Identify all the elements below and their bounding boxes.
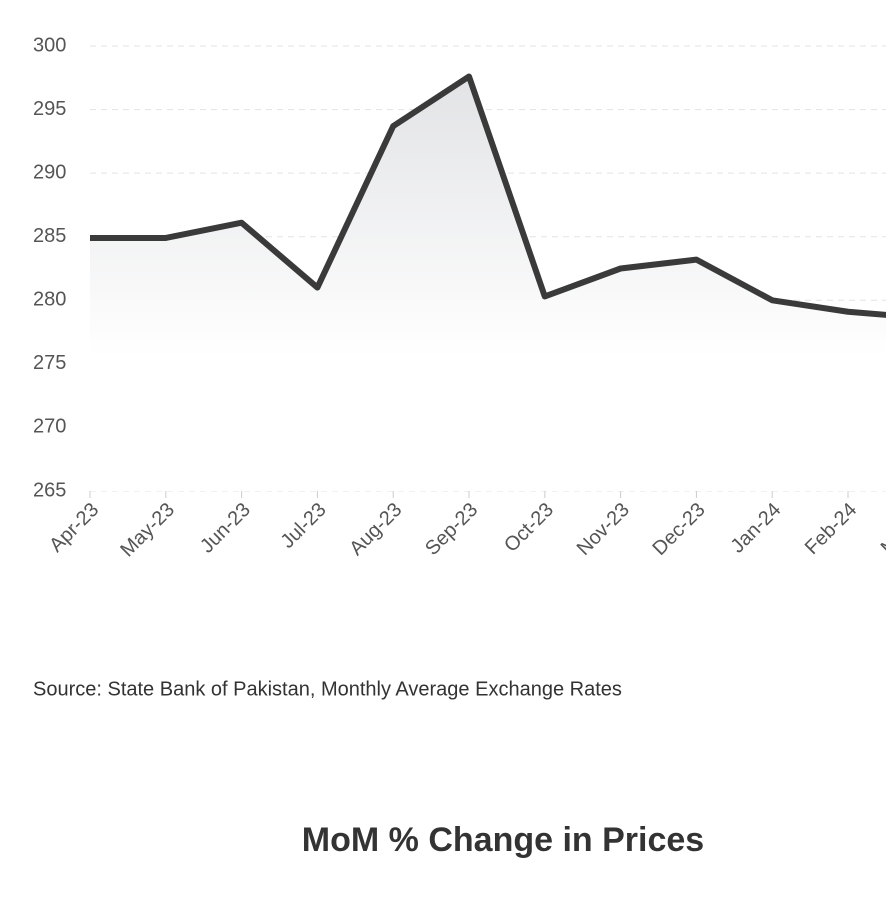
- y-tick-label: 275: [33, 352, 66, 374]
- x-tick-label: Mar-24: [877, 499, 886, 559]
- x-tick-label: Sep-23: [421, 499, 482, 560]
- x-tick-label: Feb-24: [801, 499, 861, 559]
- x-tick-label: Jun-23: [196, 499, 255, 558]
- section-title: MoM % Change in Prices: [302, 821, 704, 859]
- y-tick-label: 285: [33, 225, 66, 247]
- x-tick-label: Oct-23: [500, 499, 558, 557]
- x-tick-label: Aug-23: [345, 499, 406, 560]
- x-tick-label: Apr-23: [45, 499, 103, 557]
- y-tick-label: 300: [33, 34, 66, 56]
- y-tick-label: 280: [33, 289, 66, 311]
- x-tick-label: Nov-23: [573, 499, 634, 560]
- source-note: Source: State Bank of Pakistan, Monthly …: [33, 678, 622, 700]
- y-tick-label: 270: [33, 416, 66, 438]
- y-tick-label: 265: [33, 479, 66, 501]
- x-tick-label: Jul-23: [277, 499, 331, 553]
- area: [90, 76, 886, 491]
- y-tick-label: 290: [33, 161, 66, 183]
- y-tick-label: 295: [33, 98, 66, 120]
- x-tick-label: Jan-24: [727, 499, 786, 558]
- x-tick-label: Dec-23: [649, 499, 710, 560]
- line: [90, 73, 886, 318]
- x-tick-label: May-23: [116, 499, 179, 562]
